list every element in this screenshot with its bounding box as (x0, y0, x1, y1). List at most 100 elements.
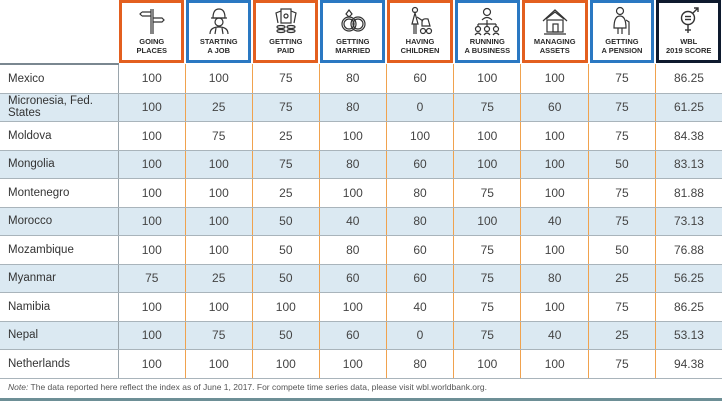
table-row: Mongolia 100 100 75 80 60 100 100 50 83.… (0, 150, 722, 179)
header-running-a-business: RUNNING A BUSINESS (454, 0, 521, 64)
value-cell: 100 (118, 235, 186, 265)
header-label-line1: GOING (139, 37, 165, 46)
value-cell: 80 (386, 178, 455, 208)
value-cell: 40 (319, 207, 387, 236)
score-cell: 86.25 (655, 292, 722, 322)
value-cell: 75 (252, 93, 320, 122)
note-label: Note: (8, 382, 29, 392)
score-cell: 53.13 (655, 321, 722, 350)
value-cell: 80 (319, 150, 387, 179)
value-cell: 100 (453, 150, 522, 179)
value-cell: 25 (185, 264, 253, 293)
table-row: Mexico 100 100 75 80 60 100 100 75 86.25 (0, 64, 722, 94)
country-cell: Netherlands (0, 349, 119, 379)
value-cell: 100 (118, 121, 186, 151)
value-cell: 75 (588, 93, 656, 122)
header-row: GOING PLACES STARTING A JOB GETTING PAID (0, 0, 722, 65)
value-cell: 25 (252, 121, 320, 151)
value-cell: 100 (185, 207, 253, 236)
wbl-score-table: GOING PLACES STARTING A JOB GETTING PAID (0, 0, 722, 379)
header-label-line1: WBL (680, 37, 698, 46)
header-label-line1: GETTING (336, 37, 370, 46)
org-chart-people-icon (474, 7, 500, 36)
value-cell: 75 (453, 93, 522, 122)
value-cell: 100 (118, 207, 186, 236)
value-cell: 100 (453, 121, 522, 151)
value-cell: 75 (588, 207, 656, 236)
header-label-line2: A PENSION (601, 45, 643, 55)
value-cell: 100 (185, 150, 253, 179)
value-cell: 100 (520, 178, 589, 208)
header-label-line1: GETTING (605, 37, 639, 46)
country-cell: Moldova (0, 121, 119, 151)
value-cell: 50 (588, 150, 656, 179)
value-cell: 100 (319, 178, 387, 208)
header-getting-married: GETTING MARRIED (319, 0, 386, 64)
value-cell: 100 (118, 150, 186, 179)
header-label-line2: A BUSINESS (464, 45, 511, 55)
score-cell: 86.25 (655, 64, 722, 94)
header-label-line1: RUNNING (469, 37, 505, 46)
value-cell: 75 (453, 178, 522, 208)
value-cell: 80 (319, 64, 387, 94)
header-label-line2: PAID (277, 45, 295, 55)
value-cell: 75 (588, 121, 656, 151)
value-cell: 100 (185, 349, 253, 379)
score-cell: 83.13 (655, 150, 722, 179)
value-cell: 100 (520, 150, 589, 179)
table-row: Myanmar 75 25 50 60 60 75 80 25 56.25 (0, 264, 722, 293)
header-managing-assets: MANAGING ASSETS (521, 0, 589, 64)
country-cell: Nepal (0, 321, 119, 350)
header-label-line2: MARRIED (335, 45, 371, 55)
header-getting-a-pension: GETTING A PENSION (589, 0, 656, 64)
score-cell: 81.88 (655, 178, 722, 208)
header-label-line2: PLACES (136, 45, 167, 55)
value-cell: 100 (118, 321, 186, 350)
value-cell: 100 (453, 349, 522, 379)
header-label-line1: MANAGING (533, 37, 576, 46)
bottom-divider (0, 398, 722, 401)
score-cell: 76.88 (655, 235, 722, 265)
table-row: Namibia 100 100 100 100 40 75 100 75 86.… (0, 292, 722, 322)
score-cell: 73.13 (655, 207, 722, 236)
header-wbl-score: WBL 2019 SCORE (655, 0, 722, 64)
value-cell: 75 (588, 292, 656, 322)
value-cell: 25 (252, 178, 320, 208)
value-cell: 100 (520, 235, 589, 265)
gender-equality-icon (680, 7, 699, 33)
value-cell: 100 (185, 64, 253, 94)
header-label-line1: STARTING (199, 37, 238, 46)
country-cell: Morocco (0, 207, 119, 236)
header-label-line2: CHILDREN (400, 45, 440, 55)
value-cell: 75 (185, 121, 253, 151)
value-cell: 80 (386, 207, 455, 236)
value-cell: 100 (118, 93, 186, 122)
house-icon (542, 9, 568, 35)
value-cell: 75 (588, 178, 656, 208)
value-cell: 80 (319, 235, 387, 265)
country-cell: Mexico (0, 64, 119, 94)
value-cell: 100 (520, 64, 589, 94)
wedding-rings-icon (341, 9, 366, 32)
signpost-icon (138, 9, 165, 34)
value-cell: 100 (453, 207, 522, 236)
elderly-woman-cane-icon (613, 6, 630, 35)
value-cell: 50 (588, 235, 656, 265)
value-cell: 75 (118, 264, 186, 293)
value-cell: 60 (386, 150, 455, 179)
value-cell: 75 (453, 264, 522, 293)
money-cards-icon (275, 8, 297, 34)
header-label-line2: 2019 SCORE (666, 45, 712, 55)
value-cell: 0 (386, 321, 455, 350)
value-cell: 50 (252, 207, 320, 236)
value-cell: 75 (453, 292, 522, 322)
value-cell: 100 (386, 121, 455, 151)
mother-stroller-icon (411, 6, 433, 35)
table-row: Nepal 100 75 50 60 0 75 40 25 53.13 (0, 321, 722, 350)
value-cell: 40 (386, 292, 455, 322)
value-cell: 40 (520, 321, 589, 350)
country-cell: Namibia (0, 292, 119, 322)
value-cell: 100 (118, 349, 186, 379)
value-cell: 25 (185, 93, 253, 122)
